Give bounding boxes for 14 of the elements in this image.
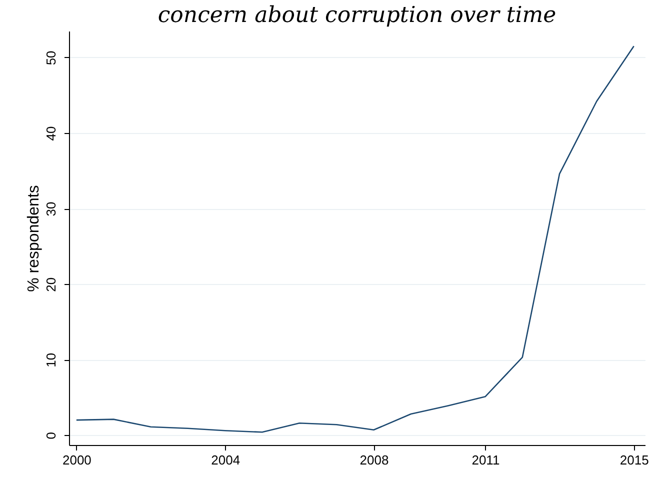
line-series <box>76 45 634 433</box>
y-tick-label: 0 <box>44 432 58 440</box>
y-tick-label: 30 <box>44 202 58 216</box>
x-tick-label: 2011 <box>472 452 500 468</box>
y-tick-label: 50 <box>44 50 58 66</box>
x-tick-label: 2004 <box>211 452 240 468</box>
y-axis-title: % respondents <box>26 185 42 292</box>
y-tick-label: 40 <box>44 126 58 141</box>
x-tick-label: 2015 <box>620 452 649 468</box>
chart-title: concern about corruption over time <box>158 3 556 28</box>
y-tick-label: 20 <box>44 277 58 292</box>
x-tick-label: 2000 <box>62 452 92 468</box>
y-tick-label: 10 <box>44 352 58 368</box>
x-tick-label: 2008 <box>360 452 389 468</box>
